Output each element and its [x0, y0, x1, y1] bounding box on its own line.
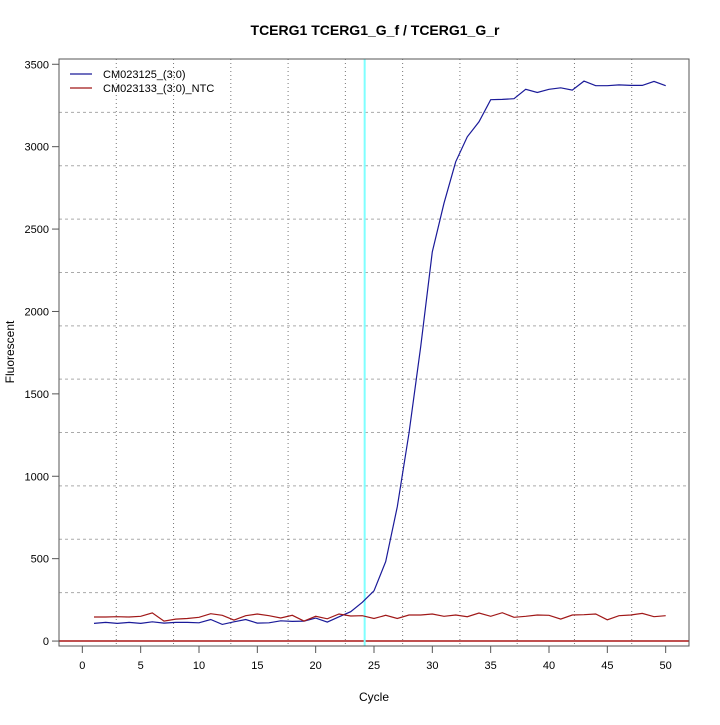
legend-label: CM023125_(3:0): [103, 69, 186, 81]
series-lines: [59, 59, 689, 646]
series-line-1: [94, 81, 666, 624]
y-tick-label: 2500: [25, 224, 49, 236]
x-tick-label: 25: [368, 660, 380, 672]
x-tick-label: 35: [485, 660, 497, 672]
x-tick-label: 5: [138, 660, 144, 672]
y-axis-label: Fluorescent: [3, 320, 17, 383]
y-tick-label: 500: [31, 554, 49, 566]
x-axis-label: Cycle: [359, 690, 389, 704]
legend: CM023125_(3:0) CM023133_(3:0)_NTC: [70, 69, 214, 95]
x-tick-label: 15: [251, 660, 263, 672]
y-tick-label: 3500: [25, 59, 49, 71]
x-tick-label: 40: [543, 660, 555, 672]
y-tick-label: 0: [43, 636, 49, 648]
x-tick-label: 10: [193, 660, 205, 672]
x-tick-label: 0: [79, 660, 85, 672]
x-tick-label: 45: [601, 660, 613, 672]
x-tick-label: 50: [660, 660, 672, 672]
chart-title: TCERG1 TCERG1_G_f / TCERG1_G_r: [251, 22, 501, 38]
y-tick-label: 3000: [25, 142, 49, 154]
y-tick-label: 2000: [25, 306, 49, 318]
y-tick-label: 1500: [25, 389, 49, 401]
grid: [59, 59, 689, 646]
x-tick-label: 30: [426, 660, 438, 672]
plot-frame: [59, 59, 689, 646]
x-tick-label: 20: [310, 660, 322, 672]
y-tick-label: 1000: [25, 471, 49, 483]
series-line-2: [94, 613, 666, 621]
legend-label: CM023133_(3:0)_NTC: [103, 83, 214, 95]
